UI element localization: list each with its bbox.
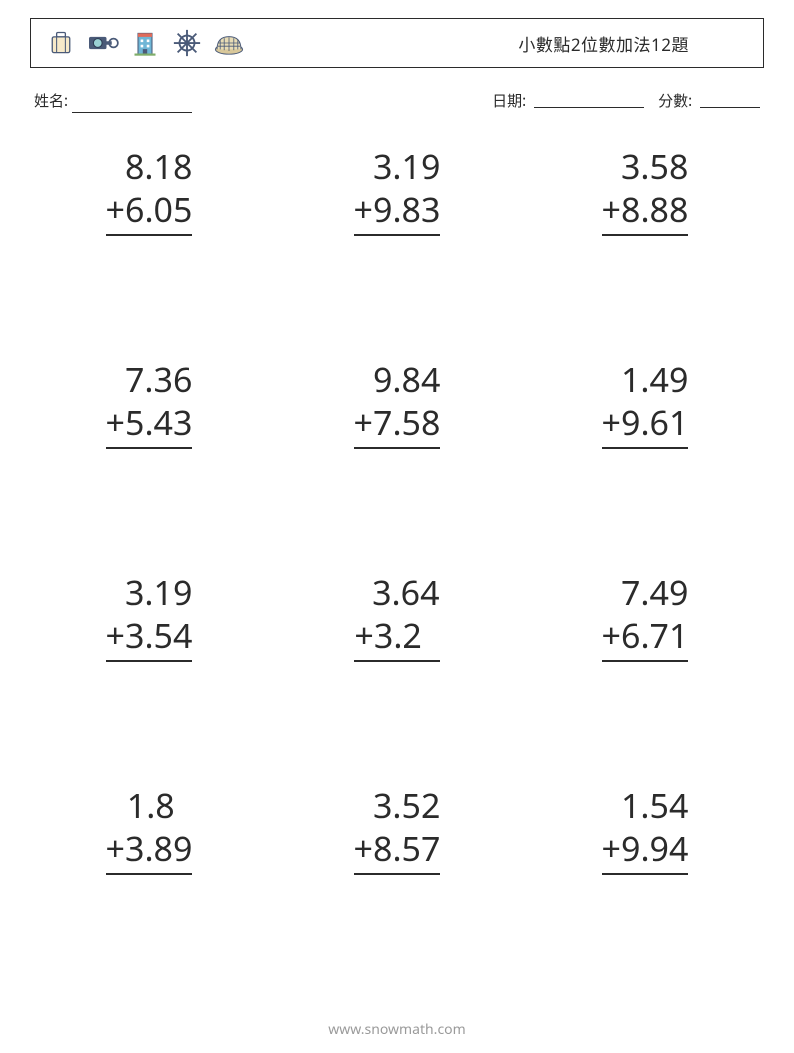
sum-line [354,660,439,698]
problem: 3.64+3.2 [288,571,506,698]
problem: 3.58+8.88 [536,145,754,272]
suitcase-icon [45,27,77,59]
augend: 1.54 [602,784,689,827]
addend: +6.05 [106,188,193,231]
date-label: 日期: [492,91,526,111]
augend: 3.19 [106,571,193,614]
name-blank[interactable] [72,98,192,113]
augend: 7.36 [106,358,193,401]
date-blank[interactable] [534,93,644,108]
augend: 3.58 [602,145,689,188]
problem-stack: 3.19+3.54 [106,571,193,698]
sum-line [106,234,193,272]
addend: +8.57 [354,827,441,870]
problem: 3.19+9.83 [288,145,506,272]
header-icon-strip [45,27,245,59]
problem: 7.36+5.43 [40,358,258,485]
augend: 1.49 [602,358,689,401]
problem-stack: 7.36+5.43 [106,358,193,485]
addend: +3.54 [106,614,193,657]
name-label: 姓名: [34,90,68,111]
meta-left: 姓名: [34,90,192,111]
score-label: 分數: [658,91,692,111]
problem: 1.8 +3.89 [40,784,258,911]
sum-line [602,873,689,911]
problem-grid: 8.18+6.05 3.19+9.83 3.58+8.88 7.36+5.43 … [30,145,764,911]
meta-row: 姓名: 日期: 分數: [34,90,760,111]
problem-stack: 8.18+6.05 [106,145,193,272]
score-label-group: 分數: [658,90,760,111]
problem-stack: 9.84+7.58 [354,358,441,485]
addend: +9.61 [602,401,689,444]
worksheet-page: 小數點2位數加法12題 姓名: 日期: 分數: 8.18+6.05 3.19+9… [0,0,794,1053]
problem-stack: 3.52+8.57 [354,784,441,911]
addend: +8.88 [602,188,689,231]
problem-stack: 1.54+9.94 [602,784,689,911]
problem: 1.54+9.94 [536,784,754,911]
sum-line [602,447,689,485]
addend: +6.71 [602,614,689,657]
sum-line [106,873,193,911]
colosseum-icon [213,27,245,59]
sum-line [354,447,441,485]
problem-stack: 1.49+9.61 [602,358,689,485]
meta-right: 日期: 分數: [492,90,760,111]
sum-line [602,234,689,272]
footer-url: www.snowmath.com [0,1020,794,1039]
problem-stack: 3.64+3.2 [354,571,439,698]
problem: 3.52+8.57 [288,784,506,911]
addend: +3.2 [354,614,439,657]
augend: 3.52 [354,784,441,827]
problem: 3.19+3.54 [40,571,258,698]
problem-stack: 7.49+6.71 [602,571,689,698]
addend: +5.43 [106,401,193,444]
problem: 9.84+7.58 [288,358,506,485]
problem-stack: 3.19+9.83 [354,145,441,272]
problem-stack: 3.58+8.88 [602,145,689,272]
header-box: 小數點2位數加法12題 [30,18,764,68]
sum-line [106,660,193,698]
sum-line [106,447,193,485]
score-blank[interactable] [700,93,760,108]
augend: 9.84 [354,358,441,401]
ship-wheel-icon [171,27,203,59]
sum-line [354,873,441,911]
addend: +7.58 [354,401,441,444]
augend: 3.64 [354,571,439,614]
problem: 8.18+6.05 [40,145,258,272]
addend: +9.83 [354,188,441,231]
augend: 3.19 [354,145,441,188]
problem-stack: 1.8 +3.89 [106,784,193,911]
sum-line [602,660,689,698]
augend: 1.8 [106,784,193,827]
problem: 1.49+9.61 [536,358,754,485]
camera-icon [87,27,119,59]
addend: +3.89 [106,827,193,870]
augend: 8.18 [106,145,193,188]
augend: 7.49 [602,571,689,614]
addend: +9.94 [602,827,689,870]
problem: 7.49+6.71 [536,571,754,698]
building-icon [129,27,161,59]
date-label-group: 日期: [492,90,644,111]
worksheet-title: 小數點2位數加法12題 [518,31,689,56]
sum-line [354,234,441,272]
